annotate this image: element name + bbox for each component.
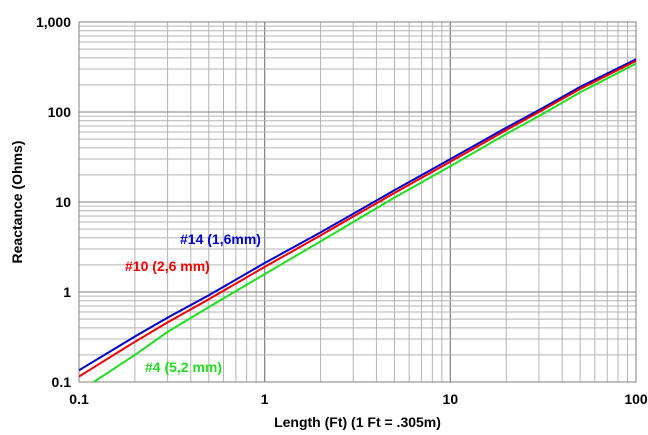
series-label-4-gauge: #4 (5,2 mm)	[145, 359, 222, 375]
x-tick-label: 10	[443, 391, 459, 407]
x-tick-label: 1	[261, 391, 269, 407]
y-tick-label: 100	[48, 104, 72, 120]
series-line-0	[79, 58, 636, 372]
y-tick-label: 1	[63, 284, 71, 300]
y-tick-label: 10	[55, 194, 71, 210]
grid-lines	[78, 21, 637, 383]
series-label-10-gauge: #10 (2,6 mm)	[125, 258, 210, 274]
series-line-1	[79, 60, 636, 378]
y-tick-label: 0.1	[52, 374, 72, 390]
x-tick-label: 100	[624, 391, 648, 407]
series-lines	[79, 58, 636, 382]
plot-frame	[78, 21, 637, 383]
series-line-2	[93, 62, 636, 382]
y-tick-label: 1,000	[36, 14, 71, 30]
series-label-14-gauge: #14 (1,6mm)	[180, 231, 261, 247]
x-axis-title: Length (Ft) (1 Ft = .305m)	[274, 414, 441, 430]
y-axis-title: Reactance (Ohms)	[9, 141, 25, 264]
x-tick-label: 0.1	[69, 391, 89, 407]
tick-labels: 0.1 1 10 100 0.1 1 10 100 1,000	[36, 14, 648, 407]
